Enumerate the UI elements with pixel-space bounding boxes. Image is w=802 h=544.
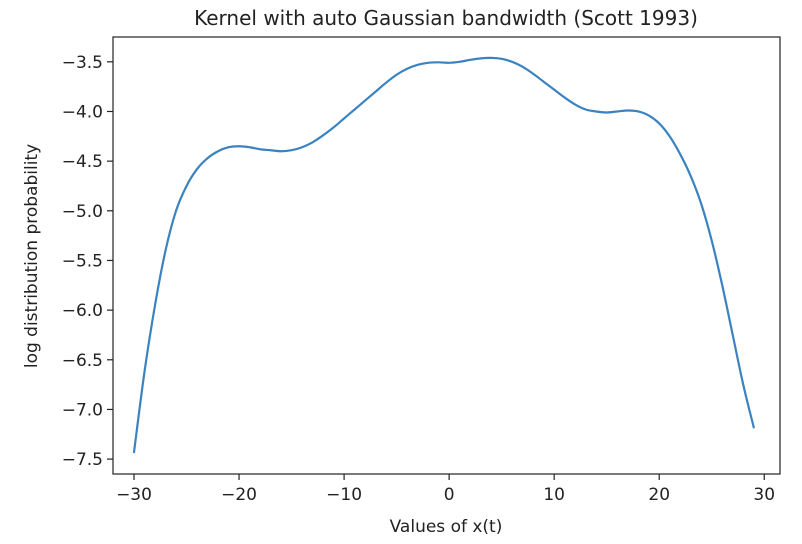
- y-axis-label: log distribution probability: [22, 144, 42, 368]
- x-tick-label: −10: [326, 485, 362, 505]
- x-tick-label: −30: [116, 485, 152, 505]
- x-tick-label: −20: [221, 485, 257, 505]
- y-tick-label: −6.5: [62, 351, 103, 371]
- y-tick-label: −4.0: [62, 102, 103, 122]
- y-tick-label: −3.5: [62, 53, 103, 73]
- x-axis-label: Values of x(t): [390, 517, 503, 537]
- y-tick-label: −6.0: [62, 301, 103, 321]
- x-tick-label: 10: [543, 485, 565, 505]
- y-axis-ticks: −3.5 −4.0 −4.5 −5.0 −5.5 −6.0 −6.5 −7.0 −7.5: [62, 53, 113, 470]
- plot-area-frame: [112, 36, 781, 475]
- y-tick-label: −7.0: [62, 400, 103, 420]
- x-tick-label: 30: [753, 485, 775, 505]
- series-line: [132, 56, 755, 454]
- y-tick-label: −7.5: [62, 450, 103, 470]
- y-tick-label: −5.5: [62, 251, 103, 271]
- chart-title: Kernel with auto Gaussian bandwidth (Sco…: [194, 6, 698, 30]
- y-tick-label: −4.5: [62, 152, 103, 172]
- x-tick-label: 0: [444, 485, 455, 505]
- x-tick-label: 20: [648, 485, 670, 505]
- y-tick-label: −5.0: [62, 202, 103, 222]
- x-axis-ticks: −30 −20 −10 0 10 20 30: [116, 474, 775, 505]
